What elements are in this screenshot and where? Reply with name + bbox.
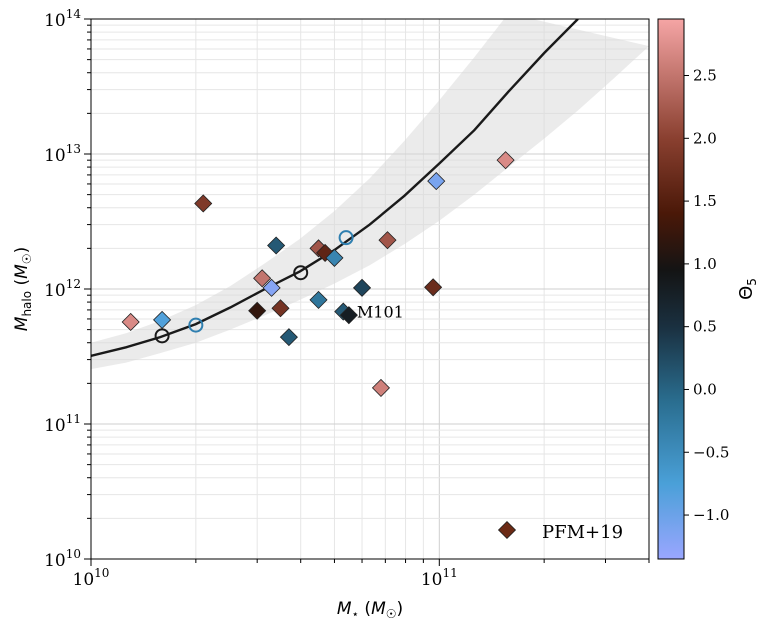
y-tick-label: 1012 [44,277,81,301]
data-point [153,310,172,329]
x-axis-label: M⋆ (M☉) [337,599,403,621]
colorbar-gradient [657,18,685,560]
data-point [309,290,328,309]
x-tick-labels: 1010 1011 [73,566,458,590]
x-tick-label: 1011 [421,566,458,590]
data-point [194,194,213,213]
data-point [279,328,298,347]
colorbar-tick-label: 2.0 [693,129,717,147]
data-point [121,312,140,332]
data-point [371,378,391,397]
colorbar: −1.0 −0.5 0.0 0.5 1.0 1.5 2.0 2.5 Θ5 [657,18,759,560]
data-point [325,248,344,267]
colorbar-tick-label: −1.0 [693,506,729,524]
colorbar-tick-label: 1.5 [693,192,717,210]
colorbar-tick-label: 0.0 [693,380,717,398]
data-point [427,172,446,191]
colorbar-ticks: −1.0 −0.5 0.0 0.5 1.0 1.5 2.0 2.5 [684,67,729,524]
data-point [424,278,443,297]
colorbar-tick-label: −0.5 [693,443,729,461]
open-circles [154,230,354,344]
scatter-band [91,19,649,370]
data-point [496,151,515,170]
data-point [339,306,358,325]
scatter-points [121,151,515,397]
data-point [253,269,272,288]
data-point [262,278,281,297]
y-tick-label: 1010 [44,547,81,571]
data-point [352,278,372,297]
y-tick-label: 1014 [44,7,81,31]
y-tick-labels: 1010 1011 1012 1013 1014 [44,7,81,571]
legend: PFM+19 [497,520,623,543]
open-circle-marker [154,328,170,344]
data-point [267,236,286,255]
y-axis-label: Mhalo (M☉) [12,247,34,331]
open-circle-marker [188,317,204,333]
open-circle-marker [293,265,309,281]
legend-marker [497,520,517,540]
open-circle-marker [338,230,354,246]
x-tick-label: 1010 [73,566,110,590]
legend-label: PFM+19 [542,522,623,543]
colorbar-tick-label: 0.5 [693,318,717,336]
colorbar-tick-label: 2.5 [693,67,717,85]
colorbar-tick-label: 1.0 [693,255,717,273]
y-tick-label: 1013 [44,142,81,166]
y-tick-label: 1011 [44,412,81,436]
axis-ticks [84,18,650,566]
data-point [248,301,267,320]
data-point [378,231,397,250]
colorbar-label: Θ5 [736,278,759,300]
annotation-m101: M101 [357,303,404,322]
data-point [271,299,290,318]
